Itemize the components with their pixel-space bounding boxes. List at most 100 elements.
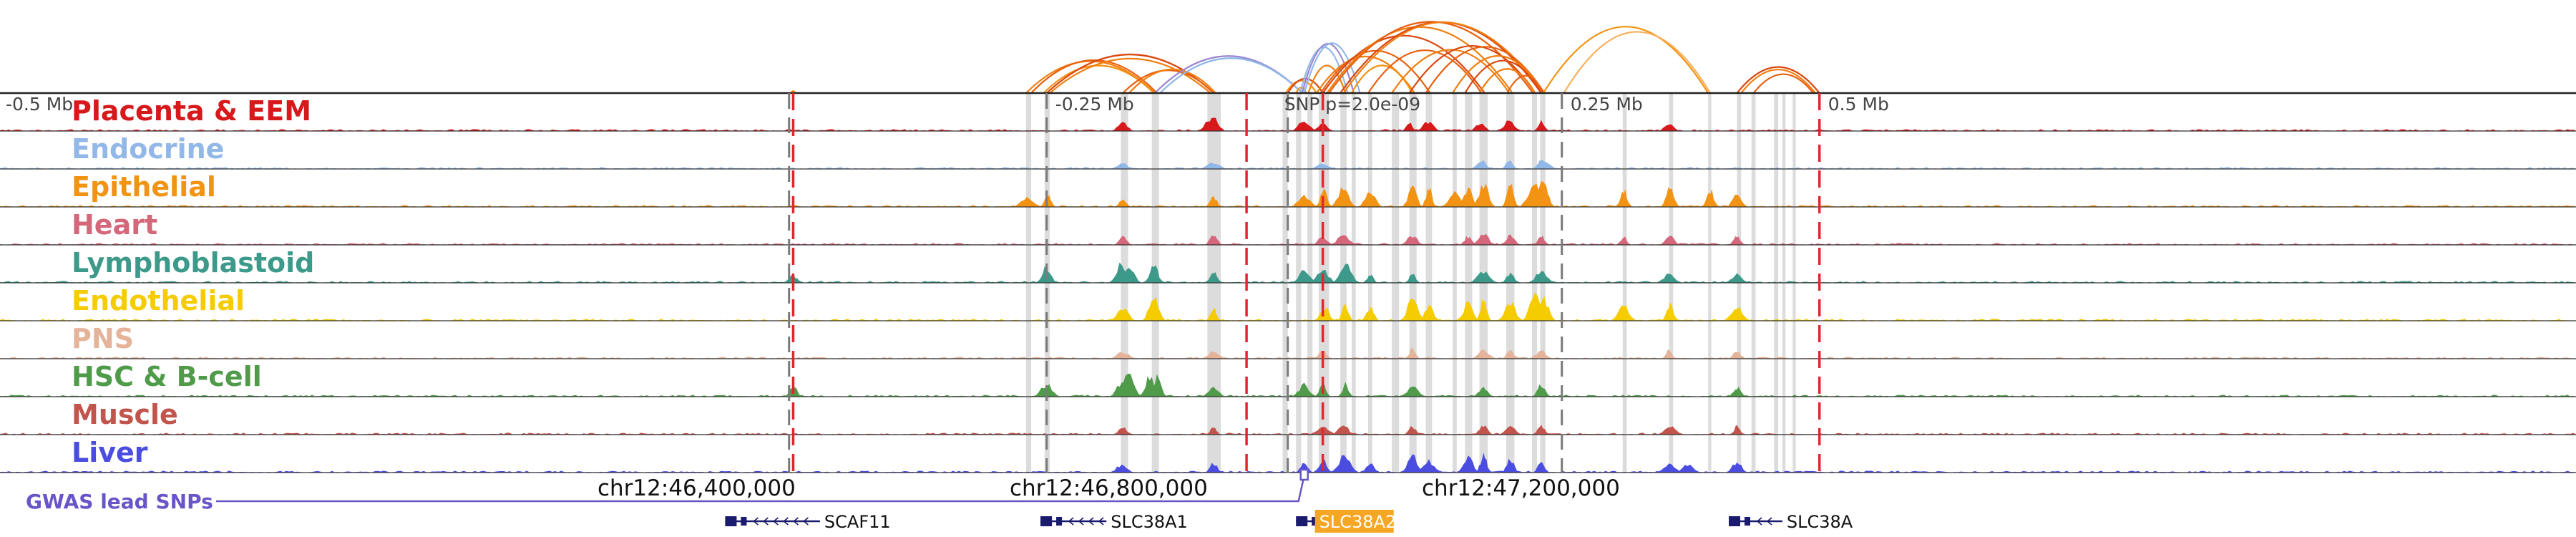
signal-peak [1405, 274, 1420, 283]
loop-arc [1478, 68, 1536, 94]
signal-peak [1314, 307, 1335, 321]
track-name-label: HSC & B-cell [72, 361, 262, 392]
coordinate-axis: SNP p=2.0e-09 GWAS lead SNPs chr12:46,40… [26, 94, 1620, 513]
track-name-label: Endothelial [72, 285, 245, 316]
signal-peak [1204, 235, 1223, 245]
signal-peak [1702, 189, 1719, 207]
signal-peak [1611, 305, 1636, 321]
signal-peak [1476, 453, 1491, 473]
signal-peak [1401, 454, 1424, 473]
gene-scaf11: SCAF11 [725, 512, 891, 532]
gene-exon [1729, 516, 1740, 526]
track-name-label: Heart [72, 209, 157, 241]
distance-label: 0.5 Mb [1828, 94, 1889, 115]
signal-peak [1360, 463, 1380, 473]
signal-peak [1205, 195, 1222, 207]
strand-arrow [783, 517, 789, 526]
track-pns [0, 347, 2576, 359]
signal-peak [1201, 351, 1226, 359]
track-muscle [0, 425, 2576, 435]
signal-peak [1728, 387, 1746, 397]
signal-peak [1470, 349, 1496, 359]
signal-peak [1615, 189, 1632, 207]
signal-peak [1205, 463, 1222, 473]
signal-peak [1415, 122, 1440, 131]
signal-peak [1529, 350, 1553, 359]
coordinate-label: chr12:46,800,000 [1010, 475, 1208, 501]
distance-label: -0.25 Mb [1055, 94, 1134, 115]
loop-arc [1122, 69, 1214, 94]
gene-annotation-track: SCAF11 SLC38A1 SLC38A2 SLC38A [725, 510, 1853, 533]
signal-peak [1110, 464, 1134, 473]
signal-peak [1474, 425, 1493, 435]
signal-peak [1501, 458, 1519, 473]
signal-peak [1362, 274, 1378, 283]
signal-peak [1115, 199, 1131, 207]
signal-peak [1726, 194, 1748, 207]
signal-peak [1532, 425, 1551, 435]
loop-arc [1303, 42, 1361, 94]
signal-peak [1332, 425, 1355, 435]
gwas-lead-snps-label: GWAS lead SNPs [26, 490, 213, 513]
signal-peak [1117, 268, 1141, 283]
signal-peak [1727, 352, 1747, 359]
gene-name-label: SLC38A1 [1111, 512, 1188, 532]
signal-peak [1442, 190, 1468, 207]
signal-peak [1535, 183, 1554, 207]
track-name-label: PNS [72, 323, 134, 354]
signal-peak [1404, 426, 1421, 435]
signal-peak [1290, 194, 1318, 207]
signal-peak [1469, 271, 1498, 283]
signal-peak [1616, 236, 1631, 245]
loop-arc [1284, 79, 1317, 94]
gene-highlight-box [1314, 510, 1394, 533]
signal-peak [1401, 122, 1418, 131]
strand-arrow [773, 517, 779, 526]
gene-exon [1296, 516, 1308, 526]
loop-arc [1319, 49, 1431, 94]
vertical-marker-lines [788, 93, 1821, 473]
track-name-label: Liver [72, 437, 148, 468]
strand-arrow [1766, 517, 1772, 526]
gene-name-label: SLC38A [1787, 512, 1853, 532]
signal-peak [1661, 187, 1679, 207]
signal-peak [1201, 387, 1226, 397]
signal-peak [1532, 384, 1550, 397]
gene-exon [741, 517, 747, 526]
loop-arc [1452, 55, 1544, 94]
strand-arrow [753, 517, 758, 526]
chromatin-loop-arcs [790, 21, 1820, 94]
signal-peak [1657, 426, 1684, 435]
signal-peak [1501, 349, 1520, 359]
loop-arc [1563, 31, 1712, 94]
loop-arc [1322, 34, 1485, 94]
strand-arrow [1098, 517, 1104, 526]
signal-peak [1202, 117, 1225, 131]
signal-peak [1111, 308, 1136, 321]
signal-peak [1471, 233, 1496, 245]
signal-peak [1332, 263, 1359, 283]
signal-peak [1114, 236, 1132, 245]
signal-peak [1501, 272, 1519, 283]
signal-peak [1655, 463, 1683, 473]
strand-arrow [803, 517, 809, 526]
signal-peak [1402, 185, 1423, 207]
loop-arc [1049, 57, 1211, 94]
signal-peak [1110, 163, 1136, 169]
track-name-label: Placenta & EEM [72, 95, 311, 127]
signal-peak [1471, 160, 1492, 169]
strand-arrow [1756, 517, 1762, 526]
loop-arc [1464, 59, 1542, 94]
signal-peak [1533, 296, 1556, 321]
signal-peak [1498, 425, 1522, 435]
signal-peak [1729, 236, 1746, 245]
gene-exon [1745, 517, 1750, 526]
signal-peak [1470, 123, 1491, 131]
signal-peak [1361, 307, 1380, 321]
gene-name-label: SLC38A2 [1319, 512, 1397, 532]
signal-peak [1205, 272, 1222, 283]
signal-peak [1200, 162, 1227, 169]
signal-peak [1729, 425, 1745, 435]
signal-peak [1206, 307, 1221, 321]
